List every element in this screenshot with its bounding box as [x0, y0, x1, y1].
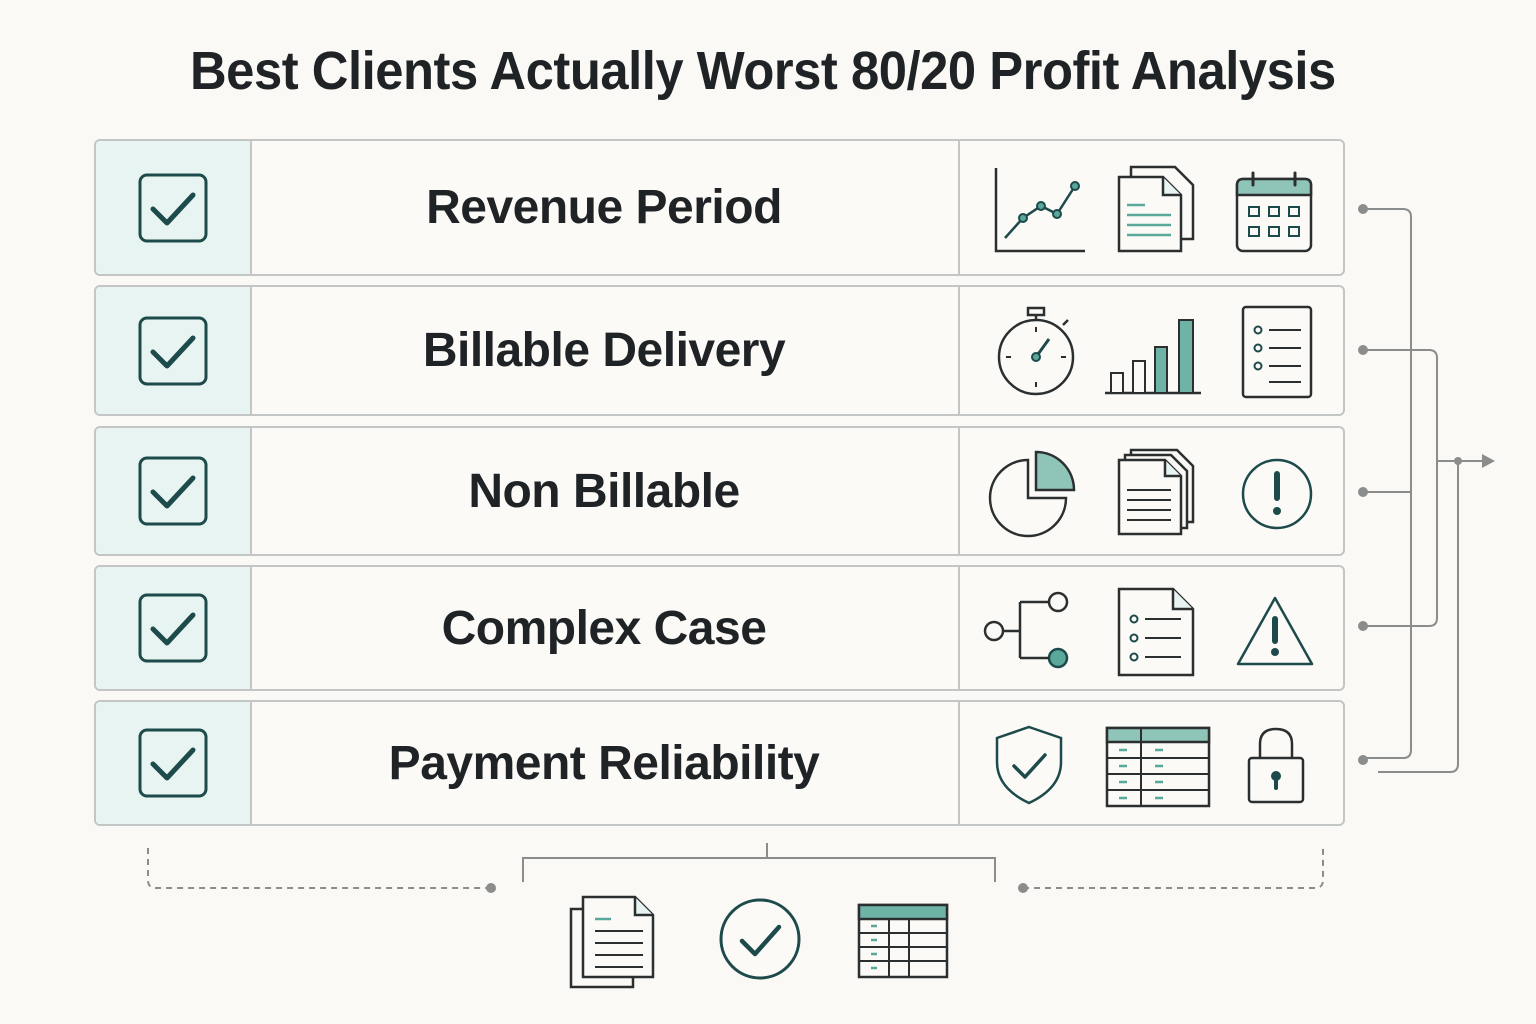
row-complex-case[interactable]: Complex Case: [94, 565, 1345, 691]
checkbox-checked-icon[interactable]: [138, 316, 208, 386]
checklist-icon: [1241, 305, 1313, 399]
connector-node: [1358, 621, 1368, 631]
table-icon: [1105, 726, 1211, 808]
row-checkbox-cell: [96, 428, 252, 554]
row-label: Revenue Period: [426, 181, 782, 234]
table-icon: [857, 903, 949, 979]
checkbox-checked-icon[interactable]: [138, 728, 208, 798]
line-chart-icon: [994, 168, 1085, 253]
branch-icon: [983, 591, 1069, 669]
row-revenue-period[interactable]: Revenue Period: [94, 139, 1345, 276]
row-non-billable[interactable]: Non Billable: [94, 426, 1345, 556]
row-label: Complex Case: [441, 601, 767, 655]
connector-node: [1454, 457, 1462, 465]
list-document-icon: [1117, 587, 1195, 677]
connector-node: [1358, 204, 1368, 214]
arrow-head-icon: [1482, 454, 1495, 468]
row-icons: [958, 428, 1343, 554]
row-billable-delivery[interactable]: Billable Delivery: [94, 285, 1345, 416]
checkbox-checked-icon[interactable]: [138, 593, 208, 663]
checkbox-checked-icon[interactable]: [138, 173, 208, 243]
row-icons: [958, 567, 1343, 689]
row-label: Billable Delivery: [422, 324, 786, 377]
shield-check-icon: [995, 725, 1063, 805]
calendar-icon: [1235, 171, 1313, 253]
check-circle-icon: [719, 898, 801, 980]
row-checkbox-cell: [96, 702, 252, 824]
warning-triangle-icon: [1236, 596, 1314, 666]
row-checkbox-cell: [96, 287, 252, 414]
page-title: Best Clients Actually Worst 80/20 Profit…: [190, 41, 1336, 101]
row-icons: [958, 702, 1343, 824]
bar-chart-icon: [1105, 319, 1201, 395]
checkbox-checked-icon[interactable]: [138, 456, 208, 526]
row-icons: [958, 141, 1343, 274]
row-checkbox-cell: [96, 141, 252, 274]
documents-icon: [1117, 448, 1195, 536]
lock-icon: [1247, 727, 1305, 804]
row-payment-reliability[interactable]: Payment Reliability: [94, 700, 1345, 826]
documents-icon: [1117, 165, 1195, 253]
documents-icon: [569, 895, 655, 989]
stopwatch-icon: [997, 306, 1075, 396]
connector-node: [1358, 755, 1368, 765]
bracket-node: [486, 883, 496, 893]
alert-circle-icon: [1241, 458, 1313, 530]
row-icons: [958, 287, 1343, 414]
connector-node: [1358, 487, 1368, 497]
bracket-node: [1018, 883, 1028, 893]
row-label: Non Billable: [468, 464, 740, 518]
connector-node: [1358, 345, 1368, 355]
pie-chart-icon: [988, 450, 1076, 538]
row-label: Payment Reliability: [388, 736, 820, 790]
row-checkbox-cell: [96, 567, 252, 689]
